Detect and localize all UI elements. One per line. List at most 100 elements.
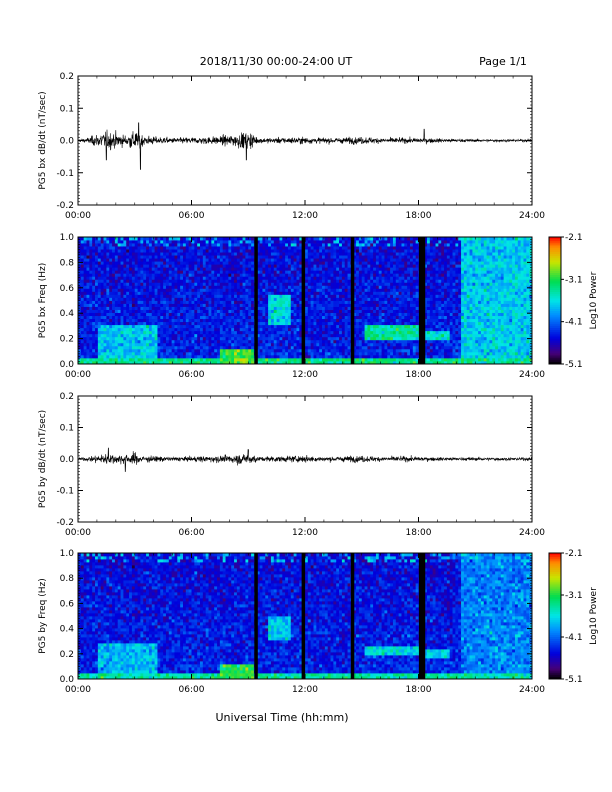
spectrogram-cell (148, 333, 153, 338)
spectrogram-cell (313, 261, 317, 265)
spectrogram-cell (112, 339, 116, 344)
spectrogram-cell (305, 351, 309, 356)
spectrogram-cell (205, 258, 209, 262)
spectrogram-cell (182, 258, 187, 262)
spectrogram-cell (268, 315, 272, 320)
spectrogram-cell (373, 309, 377, 313)
spectrogram-cell (390, 291, 394, 295)
spectrogram-cell (307, 309, 312, 313)
spectrogram-cell (222, 261, 226, 265)
spectrogram-cell (276, 309, 280, 313)
spectrogram-cell (89, 318, 93, 323)
spectrogram-cell (293, 312, 297, 317)
spectrogram-cell (185, 240, 190, 244)
spectrogram-cell (322, 249, 326, 253)
spectrogram-cell (330, 255, 334, 259)
spectrogram-cell (100, 291, 104, 295)
spectrogram-cell (256, 324, 260, 329)
spectrogram-cell (143, 306, 147, 310)
spectrogram-cell (248, 348, 252, 353)
spectrogram-cell (234, 243, 238, 247)
spectrogram-cell (370, 339, 374, 344)
spectrogram-cell (361, 279, 365, 283)
spectrogram-cell (319, 345, 323, 350)
spectrogram-cell (86, 279, 90, 283)
spectrogram-cell (287, 333, 292, 338)
spectrogram-cell (211, 360, 215, 365)
spectrogram-cell (234, 291, 238, 295)
spectrogram-cell (242, 318, 246, 323)
spectrogram-cell (290, 252, 295, 256)
spectrogram-cell (83, 330, 87, 335)
spectrogram-cell (208, 300, 212, 304)
spectrogram-cell (143, 288, 147, 292)
spectrogram-cell (347, 261, 351, 265)
spectrogram-cell (92, 327, 96, 332)
spectrogram-cell (126, 303, 130, 307)
spectrogram-cell (109, 342, 113, 347)
spectrogram-cell (358, 306, 363, 310)
spectrogram-cell (165, 285, 170, 289)
spectrogram-cell (242, 270, 246, 274)
spectrogram-cell (83, 312, 87, 317)
spectrogram-cell (341, 318, 346, 323)
spectrogram-cell (293, 246, 297, 250)
spectrogram-cell (324, 345, 329, 350)
spectrogram-cell (287, 279, 292, 283)
spectrogram-cell (339, 324, 343, 329)
spectrogram-cell (287, 243, 292, 247)
spectrogram-cell (361, 291, 365, 295)
spectrogram-cell (373, 354, 377, 359)
spectrogram-cell (188, 351, 192, 356)
spectrogram-cell (95, 303, 99, 307)
spectrogram-cell (112, 306, 116, 310)
spectrogram-cell (322, 339, 326, 344)
spectrogram-cell (333, 264, 337, 268)
spectrogram-cell (305, 282, 309, 286)
spectrogram-cell (100, 261, 104, 265)
spectrogram-cell (390, 333, 394, 338)
spectrogram-cell (83, 351, 87, 356)
spectrogram-cell (80, 333, 85, 338)
spectrogram-cell (398, 270, 402, 274)
spectrogram-cell (171, 291, 175, 295)
spectrogram-cell (392, 291, 397, 295)
spectrogram-cell (165, 255, 170, 259)
spectrogram-cell (137, 309, 141, 313)
spectrogram-cell (123, 261, 127, 265)
spectrogram-cell (120, 246, 124, 250)
spectrogram-cell (305, 261, 309, 265)
spectrogram-cell (89, 252, 93, 256)
spectrogram-cell (165, 336, 170, 341)
spectrogram-cell (310, 318, 314, 323)
spectrogram-cell (92, 243, 96, 247)
spectrogram-cell (381, 309, 385, 313)
spectrogram-cell (336, 360, 340, 365)
spectrogram-cell (313, 294, 317, 298)
spectrogram-cell (384, 354, 388, 359)
spectrogram-cell (324, 342, 329, 347)
spectrogram-cell (333, 252, 337, 256)
spectrogram-cell (270, 306, 275, 310)
spectrogram-cell (356, 294, 360, 298)
spectrogram-cell (395, 261, 400, 265)
spectrogram-cell (222, 246, 226, 250)
spectrogram-cell (282, 357, 286, 362)
spectrogram-cell (322, 345, 326, 350)
spectrogram-cell (381, 318, 385, 323)
spectrogram-cell (384, 303, 388, 307)
spectrogram-cell (373, 315, 377, 320)
spectrogram-cell (180, 279, 184, 283)
spectrogram-cell (392, 246, 397, 250)
spectrogram-cell (370, 318, 374, 323)
spectrogram-cell (398, 273, 402, 277)
spectrogram-cell (313, 270, 317, 274)
spectrogram-cell (131, 237, 136, 241)
spectrogram-cell (265, 330, 269, 335)
spectrogram-cell (390, 339, 394, 344)
spectrogram-cell (273, 249, 278, 253)
spectrogram-cell (211, 336, 215, 341)
spectrogram-cell (117, 255, 121, 259)
spectrogram-cell (219, 336, 224, 341)
spectrogram-cell (80, 351, 85, 356)
